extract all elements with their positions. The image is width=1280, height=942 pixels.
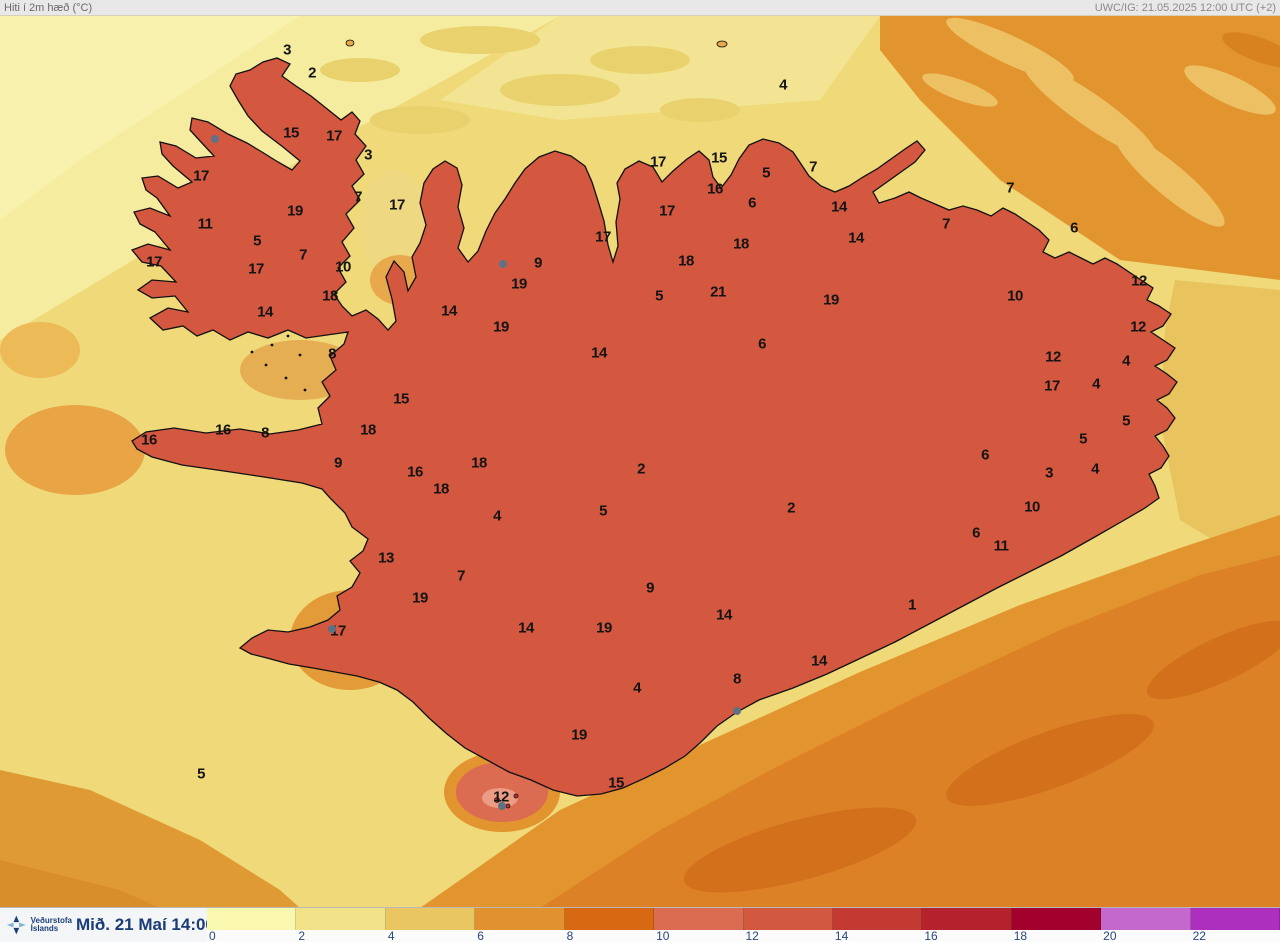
colorbar-segment xyxy=(385,908,476,930)
colorbar-tick: 16 xyxy=(924,929,938,942)
colorbar-segment xyxy=(654,908,744,930)
map-title: Hiti í 2m hæð (°C) xyxy=(4,1,93,14)
valid-datetime: Mið. 21 Maí 14:00 xyxy=(76,915,215,934)
colorbar-segment xyxy=(1011,908,1102,930)
colorbar-tick: 10 xyxy=(656,929,670,942)
brand-area: Veðurstofa Íslands Mið. 21 Maí 14:00 xyxy=(0,908,215,942)
colorbar-tick-labels: 0 2 4 6 8 10 12 14 16 18 20 22 xyxy=(207,929,1280,942)
colorbar-tick: 4 xyxy=(387,929,395,942)
colorbar-segment xyxy=(922,908,1012,930)
colorbar-tick: 12 xyxy=(745,929,759,942)
vedurstofa-logo: Veðurstofa Íslands xyxy=(0,914,72,936)
logo-line1: Veðurstofa xyxy=(30,915,72,925)
ocean-streaks-s xyxy=(683,620,1280,893)
colorbar-segment xyxy=(1190,908,1280,930)
temperature-colorbar xyxy=(207,908,1280,930)
colorbar-segment xyxy=(564,908,655,930)
colorbar-segment xyxy=(475,908,565,930)
colorbar-tick: 14 xyxy=(834,929,849,942)
colorbar-segment xyxy=(832,908,923,930)
colorbar-segment xyxy=(296,908,386,930)
logo-line2: Íslands xyxy=(30,924,59,933)
colorbar-segment xyxy=(207,908,297,930)
colorbar-segment xyxy=(1101,908,1191,930)
ocean-wave-blobs xyxy=(320,26,740,134)
colorbar-tick: 20 xyxy=(1103,929,1117,942)
grimsey-island xyxy=(716,40,728,48)
header-bar: Hiti í 2m hæð (°C) UWC/IG: 21.05.2025 12… xyxy=(0,0,1280,16)
snowflake-logo-icon xyxy=(6,915,26,935)
colorbar-tick: 2 xyxy=(298,929,306,942)
colorbar-segment xyxy=(743,908,833,930)
model-run-info: UWC/IG: 21.05.2025 12:00 UTC (+2) xyxy=(1094,1,1276,14)
ocean-streaks-ne xyxy=(922,17,1276,227)
colorbar-tick: 0 xyxy=(209,929,216,942)
colorbar-tick: 6 xyxy=(477,929,484,942)
colorbar-tick: 8 xyxy=(566,929,574,942)
small-island xyxy=(345,39,355,47)
colorbar-tick: 18 xyxy=(1013,929,1028,942)
footer-bar: Veðurstofa Íslands Mið. 21 Maí 14:00 0 2 4… xyxy=(0,907,1280,942)
colorbar-tick: 22 xyxy=(1192,929,1206,942)
